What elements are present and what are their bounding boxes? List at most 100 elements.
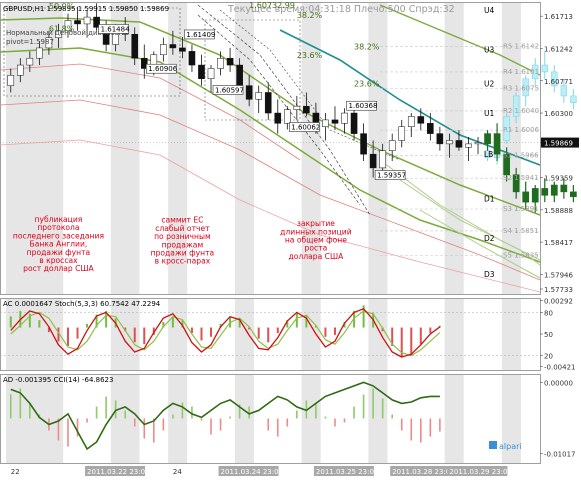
price-candle — [436, 133, 444, 145]
time-axis-label-bg — [85, 466, 146, 476]
price-marker-box — [346, 100, 377, 111]
projection-down-candle — [550, 184, 558, 196]
session-band — [168, 299, 188, 370]
news-annotation-1: в кроссах — [39, 256, 78, 265]
teal-baseline — [279, 29, 541, 166]
price-candle — [379, 150, 386, 169]
projection-up-candle — [503, 116, 510, 141]
pivot-level-label: S4 1.5851 — [503, 227, 539, 235]
news-annotation-3: роста — [305, 244, 328, 253]
fib-level-label: 50.0% — [49, 2, 75, 11]
projection-up-candle — [532, 64, 539, 80]
stoch-signal-line — [10, 310, 441, 357]
alpari-logo-text: alpari — [499, 442, 522, 451]
time-axis-label: 2011.03.22 23:00 — [87, 468, 149, 476]
level-label-u1: U1 — [484, 109, 494, 118]
trend-dashed-3 — [219, 9, 401, 161]
fib-level-label: 38.2% — [354, 42, 380, 51]
session-band — [168, 375, 188, 463]
session-band — [444, 299, 464, 370]
projection-up-candle — [512, 95, 520, 117]
price-candle — [131, 33, 139, 59]
fib-level-label: 38.2% — [297, 11, 323, 20]
projection-down-candle — [570, 191, 577, 197]
current-price-label: 1.59869 — [544, 140, 573, 148]
price-axis-label: 1.58888 — [544, 207, 573, 215]
price-marker-label: 1.61409 — [186, 31, 215, 39]
price-candle — [93, 16, 100, 28]
price-axis-label: 1.61242 — [544, 45, 573, 53]
ad-line — [10, 381, 440, 451]
price-marker-box — [289, 122, 320, 132]
projection-down-candle — [560, 184, 568, 193]
price-candle — [245, 85, 253, 100]
red-band-outer — [0, 139, 541, 293]
price-candle — [140, 57, 148, 69]
current-price-badge — [541, 137, 579, 148]
price-candle — [446, 140, 453, 145]
price-candle — [474, 142, 482, 145]
price-candle — [465, 143, 472, 148]
level-label-lb: LB — [484, 150, 493, 159]
news-annotation-2: продажи фунта — [151, 249, 215, 258]
ac-panel-title: AC 0.0001647 Stoch(5,3,3) 60.7542 47.229… — [3, 300, 161, 308]
price-candle — [45, 37, 53, 49]
session-band — [368, 375, 388, 463]
price-candle — [83, 16, 91, 25]
price-marker-label: 1.61484 — [101, 25, 130, 33]
price-candle — [322, 119, 329, 128]
level-label-d1: D1 — [484, 195, 495, 204]
projection-down-candle — [484, 133, 491, 145]
price-candle — [303, 105, 310, 114]
price-axis-label: 1.61713 — [544, 13, 573, 21]
price-candle — [198, 64, 205, 80]
price-candle — [74, 20, 81, 25]
pivot-level-label: R1 1.6006 — [503, 126, 540, 134]
news-annotation-2: саммит ЕС — [161, 216, 203, 225]
news-annotation-3: закрытие — [297, 219, 335, 228]
pivot-level-label: S5 1.5835 — [503, 252, 539, 260]
news-annotation-2: слабый отчет — [155, 224, 210, 233]
time-axis-label: 2011.03.28 23:00 — [392, 468, 454, 476]
time-axis-label: 2011.03.24 23:00 — [221, 468, 283, 476]
pivot-level-label: S3 1.5891 — [503, 205, 539, 213]
session-band — [501, 3, 521, 294]
session-band — [6, 299, 64, 370]
projection-down-candle — [522, 191, 530, 203]
session-band — [234, 299, 254, 370]
price-axis-label: 1.60771 — [544, 78, 573, 86]
price-marker-box — [212, 85, 244, 95]
price-candle — [284, 109, 291, 124]
session-band — [234, 3, 254, 294]
price-marker-box — [374, 170, 406, 180]
price-marker-label: 1.59357 — [377, 171, 406, 179]
level-label-d3: D3 — [484, 270, 495, 279]
price-candle — [369, 153, 377, 169]
level-label-u3: U3 — [484, 45, 494, 54]
price-candle — [207, 68, 215, 80]
session-band — [301, 299, 321, 370]
news-annotation-2: продажам — [162, 240, 204, 249]
fib-level-label: 23.6% — [297, 51, 323, 60]
news-annotation-3: длинных позиций — [280, 227, 352, 236]
price-candle — [407, 116, 415, 128]
price-candle — [274, 112, 282, 124]
time-axis-label: 24 — [173, 468, 182, 476]
projection-down-candle — [541, 188, 549, 196]
price-candle — [388, 140, 396, 151]
projection-up-candle — [522, 78, 529, 97]
price-candle — [36, 47, 43, 59]
pivot-level-label: S2 1.5941 — [503, 174, 539, 182]
ad-axis-label: 0.00000 — [544, 379, 573, 387]
session-band — [368, 299, 388, 370]
price-marker-label: 1.60062 — [291, 123, 320, 131]
chart-header-symbol: GBPUSD,H1 1.59895 1.59915 1.59850 1.5986… — [3, 5, 169, 13]
news-annotation-1: последнего заседания — [13, 231, 104, 240]
olive-channel-upper — [0, 17, 541, 216]
level-label-u2: U2 — [484, 80, 494, 89]
projection-down-candle — [531, 188, 539, 203]
ac-axis-label: 20 — [544, 353, 553, 361]
time-axis-label: 22 — [11, 468, 20, 476]
projection-up-candle — [551, 71, 558, 86]
time-axis-label-bg — [390, 466, 451, 476]
